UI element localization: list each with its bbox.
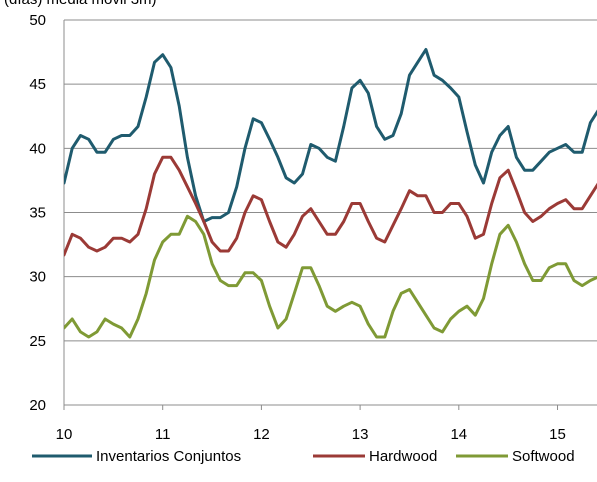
series-lines	[64, 48, 597, 339]
y-tick-label: 45	[29, 76, 46, 93]
y-tick-label: 20	[29, 397, 46, 414]
x-tick-label: 11	[155, 426, 171, 443]
legend-label: Hardwood	[369, 448, 437, 465]
series-line-2	[64, 155, 597, 257]
x-axis-ticks: 10 11 12 13 14 15	[56, 405, 566, 443]
series-line-1	[64, 48, 597, 223]
x-tick-label: 15	[549, 426, 566, 443]
x-tick-label: 14	[450, 426, 467, 443]
x-tick-label: 13	[352, 426, 369, 443]
x-tick-label: 10	[56, 426, 73, 443]
y-axis-ticks: 20 25 30 35 40 45 50	[29, 12, 46, 414]
y-tick-label: 50	[29, 12, 46, 29]
series-line-3	[64, 214, 597, 339]
y-tick-label: 30	[29, 269, 46, 286]
y-tick-label: 35	[29, 205, 46, 222]
legend-label: Inventarios Conjuntos	[96, 448, 241, 465]
legend: Inventarios Conjuntos Hardwood Softwood	[32, 448, 575, 465]
legend-label: Softwood	[512, 448, 575, 465]
y-tick-label: 25	[29, 333, 46, 350]
gridlines	[64, 19, 597, 342]
y-tick-label: 40	[29, 140, 46, 157]
unit-label: (días) media móvil 3m)	[4, 0, 157, 8]
axes	[63, 20, 597, 406]
x-tick-label: 12	[253, 426, 270, 443]
